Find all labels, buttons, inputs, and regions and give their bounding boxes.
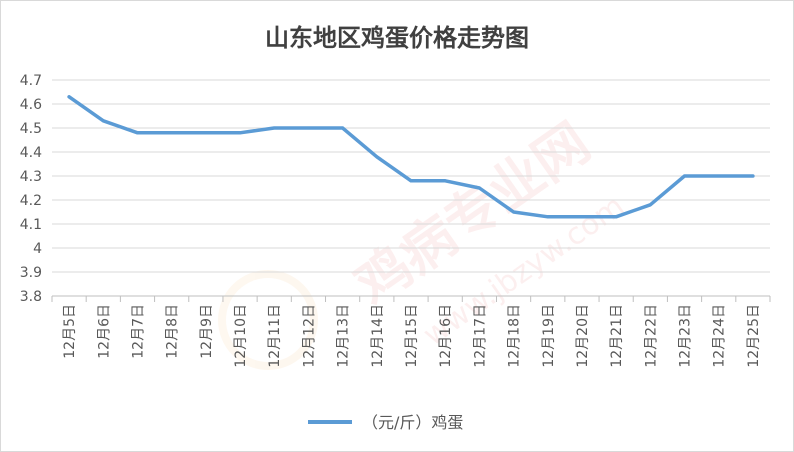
data-point [443, 179, 447, 183]
legend: （元/斤）鸡蛋 [308, 413, 463, 432]
y-tick-label: 4.6 [20, 97, 42, 113]
y-tick-label: 4.4 [20, 145, 42, 161]
x-tick-label: 12月14日 [370, 304, 386, 368]
data-point [101, 119, 105, 123]
chart-title: 山东地区鸡蛋价格走势图 [265, 24, 529, 52]
x-tick-label: 12月8日 [165, 304, 181, 359]
x-tick-label: 12月12日 [301, 304, 317, 368]
y-tick-label: 4.1 [20, 217, 42, 233]
data-point [272, 126, 276, 130]
x-tick-label: 12月6日 [96, 304, 112, 359]
data-point [204, 131, 208, 135]
x-tick-label: 12月11日 [267, 304, 283, 368]
grid-lines [52, 79, 770, 297]
data-point [717, 174, 721, 178]
data-point [614, 215, 618, 219]
watermark: 鸡病专业网 www.jbzyw.com [218, 111, 631, 370]
data-point [375, 155, 379, 159]
data-point [409, 179, 413, 183]
data-point [512, 210, 516, 214]
x-tick-label: 12月25日 [746, 304, 762, 368]
data-point [580, 215, 584, 219]
x-axis: 12月5日 12月6日 12月7日 12月8日 12月9日 12月10日 12月11日 12月… [51, 296, 771, 368]
data-point [306, 126, 310, 130]
y-tick-label: 4.5 [20, 121, 42, 137]
x-tick-label: 12月17日 [472, 304, 488, 368]
x-tick-label: 12月19日 [541, 304, 557, 368]
x-tick-label: 12月24日 [712, 304, 728, 368]
data-point [67, 95, 71, 99]
x-tick-label: 12月9日 [199, 304, 215, 359]
y-tick-label: 4.7 [20, 73, 42, 89]
x-tick-label: 12月22日 [643, 304, 659, 368]
y-tick-label: 4.2 [20, 193, 42, 209]
data-point [648, 203, 652, 207]
y-tick-label: 4.3 [20, 169, 42, 185]
legend-label: （元/斤）鸡蛋 [362, 413, 463, 432]
x-tick-label: 12月15日 [404, 304, 420, 368]
series-layer [67, 95, 755, 219]
data-point [238, 131, 242, 135]
x-tick-label: 12月13日 [336, 304, 352, 368]
x-tick-label: 12月10日 [233, 304, 249, 368]
x-tick-label: 12月18日 [507, 304, 523, 368]
y-tick-label: 4 [33, 241, 42, 257]
y-axis: 3.8 3.9 4 4.1 4.2 4.3 4.4 4.5 4.6 4.7 [20, 73, 42, 305]
x-tick-label: 12月23日 [678, 304, 694, 368]
y-tick-label: 3.8 [20, 289, 42, 305]
data-point [751, 174, 755, 178]
x-tick-label: 12月5日 [62, 304, 78, 359]
data-point [341, 126, 345, 130]
data-point [477, 186, 481, 190]
x-tick-label: 12月7日 [130, 304, 146, 359]
x-tick-label: 12月21日 [609, 304, 625, 368]
series-line [67, 95, 755, 219]
data-point [683, 174, 687, 178]
x-tick-label: 12月16日 [438, 304, 454, 368]
data-point [546, 215, 550, 219]
data-point [135, 131, 139, 135]
x-tick-label: 12月20日 [575, 304, 591, 368]
data-point [170, 131, 174, 135]
y-tick-label: 3.9 [20, 265, 42, 281]
